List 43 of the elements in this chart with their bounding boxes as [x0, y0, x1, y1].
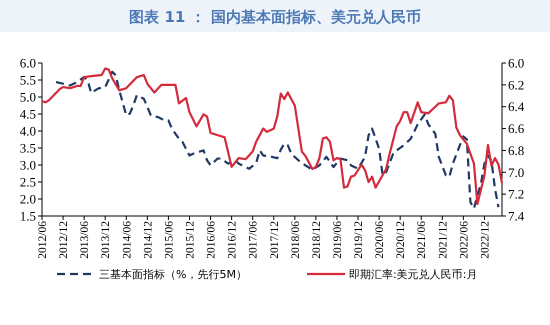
x-tick-label: 2015/06: [163, 220, 176, 259]
y2-tick-label: 6.4: [508, 99, 525, 114]
y2-tick-label: 6.8: [508, 142, 524, 158]
x-tick-label: 2017/12: [268, 220, 281, 259]
x-tick-label: 2019/12: [353, 220, 366, 259]
y-tick-label: 6.0: [20, 56, 36, 70]
y2-tick-label: 7.0: [508, 164, 524, 180]
x-tick-label: 2022/12: [479, 220, 492, 259]
x-tick-label: 2016/12: [226, 220, 239, 259]
x-tick-label: 2018/12: [310, 220, 323, 259]
legend-label: 三基本面指标（%，先行5M）: [99, 268, 247, 281]
y2-tick-label: 6.2: [508, 77, 524, 92]
y-tick-label: 4.0: [20, 124, 36, 138]
y2-tick-label: 7.2: [508, 186, 524, 202]
y-tick-label: 1.5: [20, 208, 36, 224]
y-tick-label: 4.5: [20, 106, 36, 122]
x-tick-label: 2021/06: [416, 220, 428, 259]
y2-tick-label: 6.6: [508, 121, 525, 136]
x-tick-label: 2018/06: [290, 220, 302, 259]
x-tick-label: 2020/12: [395, 220, 408, 259]
x-tick-label: 2015/12: [184, 220, 196, 259]
y-tick-label: 2.0: [20, 192, 36, 206]
y2-tick-label: 7.4: [508, 208, 525, 224]
x-tick-label: 2021/12: [437, 220, 450, 259]
chart-title: 图表 11 ： 国内基本面指标、美元兑人民币: [129, 8, 421, 26]
y-tick-label: 5.5: [20, 72, 36, 88]
x-tick-label: 2019/06: [332, 220, 344, 259]
y2-tick-label: 6.0: [508, 56, 524, 70]
legend-label: 即期汇率:美元兑人民币:月: [349, 268, 478, 281]
x-tick-label: 2016/06: [206, 220, 218, 259]
y-tick-label: 3.5: [20, 140, 36, 156]
y-tick-label: 3.0: [20, 158, 36, 172]
y-tick-label: 5.0: [20, 90, 36, 104]
x-tick-label: 2013/12: [100, 220, 112, 259]
x-tick-label: 2012/06: [37, 220, 49, 259]
x-tick-label: 2020/06: [374, 220, 386, 259]
x-tick-label: 2017/06: [248, 220, 260, 259]
x-tick-label: 2012/12: [58, 220, 70, 259]
y-tick-label: 2.5: [20, 174, 36, 190]
x-tick-label: 2014/12: [142, 220, 154, 259]
x-tick-label: 2014/06: [121, 220, 134, 259]
x-tick-label: 2013/06: [79, 220, 92, 259]
x-tick-label: 2022/06: [458, 220, 470, 259]
